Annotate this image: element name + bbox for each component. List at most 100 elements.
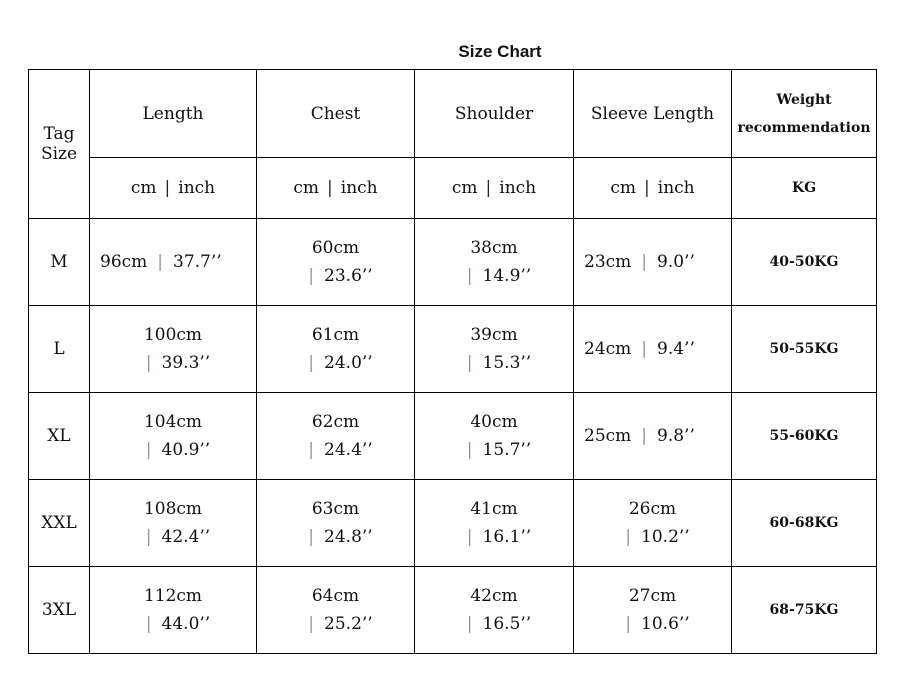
inch-line: | 15.3’’ — [415, 353, 573, 373]
inch-line: | 42.4’’ — [90, 527, 256, 547]
value-inch: 25.2’’ — [324, 614, 373, 634]
inch-line: | 24.8’’ — [257, 527, 414, 547]
value-cm: 41cm — [470, 499, 518, 519]
weight-header-line: Weight — [776, 91, 832, 108]
value-inch: 10.2’’ — [641, 527, 690, 547]
value-cm: 104cm — [143, 412, 203, 432]
value-separator: | — [308, 614, 315, 634]
value-separator: | — [145, 614, 152, 634]
unit-cell: cm | inch — [573, 157, 732, 219]
measurement-cell: 62cm | 24.4’’ — [256, 392, 415, 480]
measurement-cell: 26cm | 10.2’’ — [573, 479, 732, 567]
inch-line: | 24.0’’ — [257, 353, 414, 373]
unit-separator: | — [164, 178, 171, 198]
size-label: XXL — [28, 479, 90, 567]
inch-line: | 10.2’’ — [574, 527, 731, 547]
value-cm: 62cm — [311, 412, 360, 432]
inch-line: | 16.1’’ — [415, 527, 573, 547]
cm-line: 63cm — [257, 499, 414, 519]
weight-value: 40-50KG — [731, 218, 877, 306]
value-inch: 9.4’’ — [657, 339, 695, 359]
measurement-cell: 41cm | 16.1’’ — [414, 479, 574, 567]
value-cm: 38cm — [470, 238, 518, 258]
tag-size-header: Tag Size — [28, 69, 90, 219]
weight-value: 50-55KG — [731, 305, 877, 393]
measurement-cell: 63cm | 24.8’’ — [256, 479, 415, 567]
unit-inch: inch — [499, 178, 537, 198]
measurement-cell: 64cm | 25.2’’ — [256, 566, 415, 654]
weight-value: 55-60KG — [731, 392, 877, 480]
measurement-cell: 112cm | 44.0’’ — [89, 566, 257, 654]
value-inch: 15.7’’ — [482, 440, 532, 460]
value-inch: 39.3’’ — [161, 353, 211, 373]
measurement-cell: 24cm | 9.4’’ — [573, 305, 732, 393]
table-row: L 100cm | 39.3’’ 61cm | 24.0’’ 39cm | 15.3’’ 24cm |… — [28, 305, 877, 393]
value-cm: 26cm — [628, 499, 677, 519]
value-separator: | — [145, 353, 152, 373]
value-inch: 44.0’’ — [161, 614, 211, 634]
size-label: 3XL — [28, 566, 90, 654]
cm-line: 41cm — [415, 499, 573, 519]
column-header: Sleeve Length — [573, 69, 732, 158]
inch-line: | 23.6’’ — [257, 266, 414, 286]
cm-line: 62cm — [257, 412, 414, 432]
cm-line: 100cm — [90, 325, 256, 345]
column-header: Length — [89, 69, 257, 158]
inch-line: | 14.9’’ — [415, 266, 573, 286]
cm-line: 61cm — [257, 325, 414, 345]
measurement-cell: 25cm | 9.8’’ — [573, 392, 732, 480]
header-row: Tag Size Length Chest Shoulder Sleeve Length W… — [28, 69, 877, 219]
value-separator: | — [641, 339, 648, 359]
value-separator: | — [466, 266, 473, 286]
value-separator: | — [308, 440, 315, 460]
column-header: Shoulder — [414, 69, 574, 158]
inch-line: | 10.6’’ — [574, 614, 731, 634]
unit-row: cm | inch cm | inch cm | inch cm | inch KG — [29, 157, 877, 219]
value-inch: 24.8’’ — [324, 527, 373, 547]
value-inch: 40.9’’ — [161, 440, 211, 460]
unit-cell: cm | inch — [89, 157, 257, 219]
measurement-cell: 38cm | 14.9’’ — [414, 218, 574, 306]
unit-inch: inch — [657, 178, 695, 198]
cm-line: 112cm — [90, 586, 256, 606]
inch-line: | 24.4’’ — [257, 440, 414, 460]
cm-line: 27cm — [574, 586, 731, 606]
table-row: XL 104cm | 40.9’’ 62cm | 24.4’’ 40cm | 15.7’’ 25cm… — [28, 392, 877, 480]
measurement-cell: 100cm | 39.3’’ — [89, 305, 257, 393]
measurement-cell: 96cm | 37.7’’ — [89, 218, 257, 306]
chart-title: Size Chart — [458, 42, 542, 61]
measurement-cell: 42cm | 16.5’’ — [414, 566, 574, 654]
value-cm: 112cm — [143, 586, 203, 606]
size-chart-table: Tag Size Length Chest Shoulder Sleeve Length W… — [28, 69, 877, 654]
unit-separator: | — [327, 178, 333, 198]
unit-separator: | — [644, 178, 650, 198]
value-inch: 9.8’’ — [657, 426, 695, 446]
measurement-cell: 61cm | 24.0’’ — [256, 305, 415, 393]
value-inch: 16.5’’ — [482, 614, 532, 634]
value-cm: 27cm — [628, 586, 677, 606]
value-separator: | — [466, 527, 473, 547]
weight-header: Weight recommendation — [731, 69, 877, 158]
measurement-cell: 27cm | 10.6’’ — [573, 566, 732, 654]
value-separator: | — [466, 614, 473, 634]
unit-inch: inch — [178, 178, 216, 198]
table-row: XXL 108cm | 42.4’’ 63cm | 24.8’’ 41cm | 16.1’’ 26c… — [28, 479, 877, 567]
inch-line: | 44.0’’ — [90, 614, 256, 634]
value-separator: | — [625, 527, 632, 547]
cm-line: 38cm — [415, 238, 573, 258]
unit-cell: cm | inch — [256, 157, 415, 219]
value-cm: 39cm — [470, 325, 518, 345]
tag-size-line: Tag — [43, 124, 75, 144]
measurement-cell: 60cm | 23.6’’ — [256, 218, 415, 306]
unit-separator: | — [485, 178, 492, 198]
value-inch: 16.1’’ — [482, 527, 532, 547]
unit-cm: cm — [293, 178, 320, 198]
measurement-cell: 108cm | 42.4’’ — [89, 479, 257, 567]
value-separator: | — [308, 353, 315, 373]
value-cm: 61cm — [311, 325, 360, 345]
cm-line: 42cm — [415, 586, 573, 606]
value-cm: 42cm — [470, 586, 518, 606]
cm-line: 39cm — [415, 325, 573, 345]
cm-line: 64cm — [257, 586, 414, 606]
value-separator: | — [308, 527, 315, 547]
